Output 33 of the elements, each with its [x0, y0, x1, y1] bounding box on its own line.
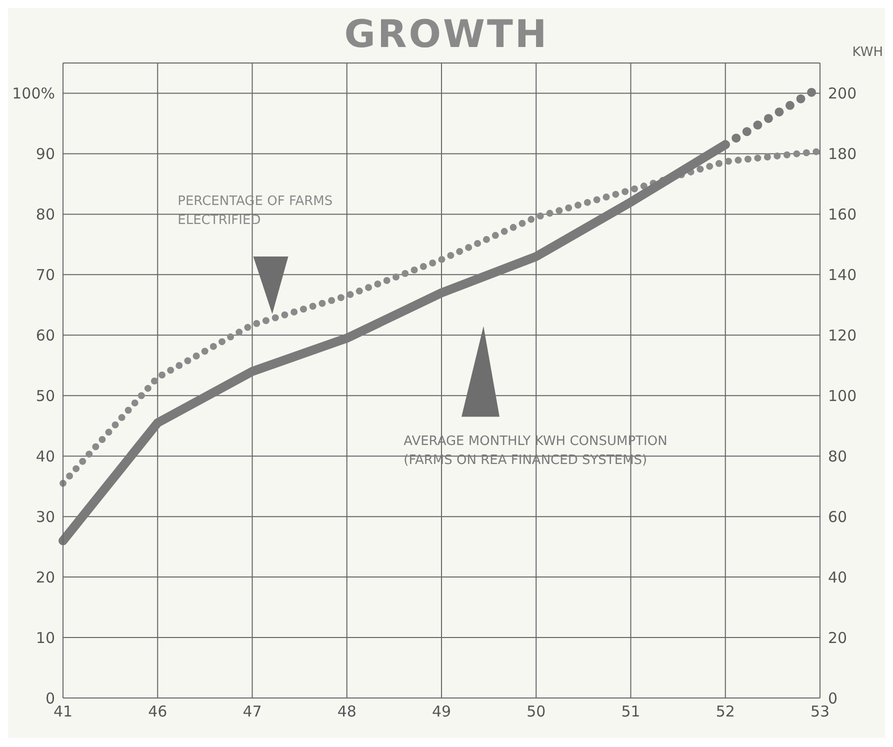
y-tick-label: 10: [36, 628, 55, 647]
y-tick-label: 90: [36, 145, 55, 164]
y2-tick-label: 0: [828, 689, 838, 708]
y-tick-label: 30: [36, 508, 55, 526]
x-tick-label: 50: [526, 702, 546, 721]
y2-tick-label: 120: [828, 326, 857, 344]
y-tick-label: 50: [36, 386, 55, 405]
y-tick-label: 80: [36, 206, 55, 224]
x-tick-label: 53: [810, 702, 830, 721]
y2-tick-label: 20: [828, 628, 848, 647]
x-tick-label: 51: [621, 702, 640, 721]
y2-tick-label: 60: [828, 508, 848, 526]
x-tick-label: 49: [432, 702, 452, 721]
y2-tick-label: 100: [828, 386, 857, 405]
y-tick-label: 70: [36, 266, 55, 284]
y2-tick-label: 140: [828, 266, 857, 284]
y-tick-label: 0: [45, 689, 55, 708]
y2-tick-label: 180: [828, 145, 857, 164]
y-tick-label: 40: [36, 447, 55, 466]
y2-tick-label: 40: [828, 568, 848, 586]
y2-axis-title: KWH: [852, 45, 883, 60]
y2-tick-label: 80: [828, 447, 848, 466]
x-tick-label: 47: [242, 702, 262, 721]
y-tick-label: 60: [36, 326, 55, 344]
y2-tick-label: 160: [828, 206, 857, 224]
x-tick-label: 48: [337, 702, 356, 721]
x-tick-label: 41: [53, 702, 73, 721]
x-tick-label: 46: [148, 702, 168, 721]
y-tick-label: 100%: [12, 84, 55, 103]
chart-title: GROWTH: [344, 12, 549, 56]
y2-tick-label: 200: [828, 84, 857, 103]
y-tick-label: 20: [36, 568, 55, 586]
x-tick-label: 52: [716, 702, 735, 721]
